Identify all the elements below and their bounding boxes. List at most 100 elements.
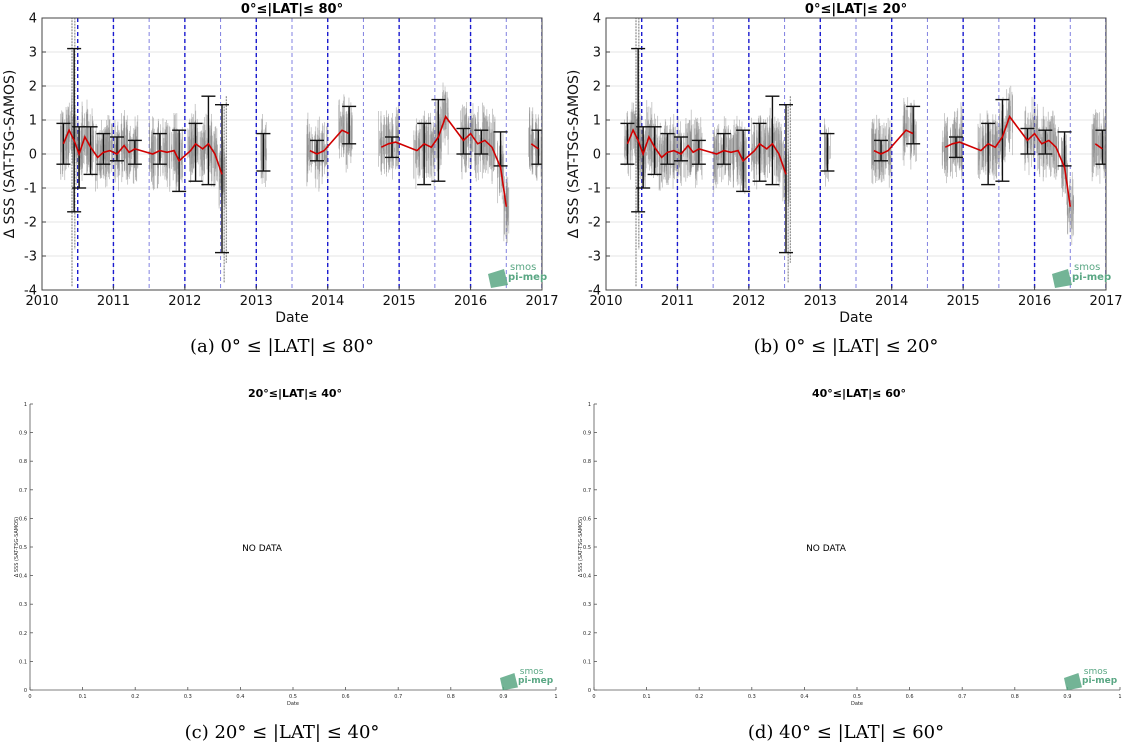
x-tick-label: 2011	[97, 294, 130, 309]
x-axis-label: Date	[851, 701, 863, 707]
logo-text-2: pi-mep	[508, 272, 547, 283]
y-tick-label: 1	[593, 114, 601, 129]
x-tick-label: 0.5	[853, 694, 861, 700]
x-tick-label: 0.5	[289, 694, 297, 700]
x-tick-label: 2015	[947, 294, 980, 309]
no-data-label: NO DATA	[242, 544, 283, 554]
y-tick-label: 0	[24, 688, 27, 694]
chart-c: 0 0.1 0.2 0.3 0.4 0.5 0.6 0.7 0.8 0.9 1 0 0.1 0.2 0.3 0…	[14, 387, 558, 707]
y-tick-label: -2	[24, 216, 37, 231]
y-tick-label: 1	[588, 402, 591, 408]
x-tick-label: 2017	[525, 294, 558, 309]
y-tick-label: -4	[24, 284, 37, 299]
logo-shape	[1064, 673, 1082, 691]
x-tick-label: 0.6	[906, 694, 914, 700]
x-tick-label: 0.9	[499, 694, 507, 700]
panel-b: -4 -3 -2 -1 0 1 2 3 4 2010 2011 2012 2013 2014 2015 201…	[564, 0, 1128, 378]
x-tick-label: 0.8	[1011, 694, 1019, 700]
x-tick-label: 0	[592, 694, 595, 700]
chart-title: 20°≤|LAT|≤ 40°	[248, 387, 342, 400]
x-tick-label: 2013	[804, 294, 837, 309]
y-tick-label: 4	[29, 12, 37, 27]
y-axis-label: Δ SSS (SAT-TSG-SAMOS)	[2, 70, 18, 239]
y-tick-label: -4	[588, 284, 601, 299]
mean-line	[62, 114, 539, 207]
y-tick-label: -3	[24, 250, 37, 265]
logo-text-2: pi-mep	[518, 676, 554, 686]
y-tick-label: 0.7	[583, 488, 591, 494]
panel-c: 0 0.1 0.2 0.3 0.4 0.5 0.6 0.7 0.8 0.9 1 0 0.1 0.2 0.3 0…	[0, 378, 564, 756]
chart-title: 40°≤|LAT|≤ 60°	[812, 387, 906, 400]
x-tick-label: 2014	[311, 294, 344, 309]
x-tick-label: 2016	[454, 294, 487, 309]
y-tick-label: 0.2	[19, 631, 27, 637]
logo-text-1: smos	[520, 667, 544, 677]
x-tick-label: 0.7	[958, 694, 966, 700]
x-tick-label: 0.4	[800, 694, 808, 700]
y-tick-label: 0.3	[583, 602, 591, 608]
plot-content	[620, 18, 1106, 290]
x-tick-label: 2012	[732, 294, 765, 309]
x-axis-label: Date	[287, 701, 299, 707]
y-tick-label: 0.4	[19, 574, 27, 580]
caption-b: (b) 0° ≤ |LAT| ≤ 20°	[753, 336, 939, 357]
x-tick-label: 2012	[168, 294, 201, 309]
y-tick-label: 0.3	[19, 602, 27, 608]
y-tick-label: 0.9	[19, 431, 27, 437]
y-tick-label: 1	[29, 114, 37, 129]
x-tick-label: 2010	[589, 294, 622, 309]
x-tick-label: 0.1	[643, 694, 651, 700]
caption-c: (c) 20° ≤ |LAT| ≤ 40°	[184, 722, 380, 743]
chart-a: -4 -3 -2 -1 0 1 2 3 4 2010 2011 2012 2013 2014 2015 201…	[2, 2, 559, 326]
y-tick-label: 0.2	[583, 631, 591, 637]
x-tick-label: 0.6	[342, 694, 350, 700]
y-tick-label: 0.7	[19, 488, 27, 494]
y-tick-label: -1	[24, 182, 37, 197]
logo-text-1: smos	[510, 262, 536, 273]
y-tick-label: 0	[588, 688, 591, 694]
y-tick-label: 3	[29, 46, 37, 61]
x-tick-label: 2014	[875, 294, 908, 309]
y-tick-label: 0.9	[583, 431, 591, 437]
x-tick-label: 1	[1118, 694, 1121, 700]
x-axis-label: Date	[275, 310, 308, 326]
y-axis-label: Δ SSS (SAT-TSG-SAMOS)	[566, 70, 582, 239]
y-tick-label: 0.5	[19, 545, 27, 551]
y-tick-label: 0.6	[583, 516, 591, 522]
x-tick-label: 0.2	[695, 694, 703, 700]
logo-text-1: smos	[1084, 667, 1108, 677]
y-tick-label: 0.8	[583, 459, 591, 465]
panel-d: 0 0.1 0.2 0.3 0.4 0.5 0.6 0.7 0.8 0.9 1 0 0.1 0.2 0.3 0…	[564, 378, 1128, 756]
x-tick-label: 0	[28, 694, 31, 700]
x-tick-label: 2015	[383, 294, 416, 309]
x-tick-label: 0.9	[1063, 694, 1071, 700]
panel-a: -4 -3 -2 -1 0 1 2 3 4 2010 2011 2012 2013 2014 2015 201…	[0, 0, 564, 378]
y-tick-label: 0.5	[583, 545, 591, 551]
chart-b: -4 -3 -2 -1 0 1 2 3 4 2010 2011 2012 2013 2014 2015 201…	[566, 2, 1123, 326]
chart-title: 0°≤|LAT|≤ 80°	[241, 2, 343, 17]
x-tick-label: 2013	[240, 294, 273, 309]
x-tick-label: 0.8	[447, 694, 455, 700]
logo-shape	[500, 673, 518, 691]
x-tick-label: 2010	[25, 294, 58, 309]
x-tick-label: 2011	[661, 294, 694, 309]
y-tick-label: 0	[593, 148, 601, 163]
x-tick-label: 2017	[1089, 294, 1122, 309]
logo-text-2: pi-mep	[1082, 676, 1118, 686]
chart-title: 0°≤|LAT|≤ 20°	[805, 2, 907, 17]
x-axis-label: Date	[839, 310, 872, 326]
logo-shape	[1052, 269, 1072, 288]
x-tick-label: 0.3	[748, 694, 756, 700]
caption-a: (a) 0° ≤ |LAT| ≤ 80°	[189, 336, 374, 357]
y-tick-label: -3	[588, 250, 601, 265]
y-axis-label: Δ SSS (SAT-TSG-SAMOS)	[578, 517, 584, 577]
y-tick-label: 0.4	[583, 574, 591, 580]
x-tick-label: 0.4	[236, 694, 244, 700]
logo-text-1: smos	[1074, 262, 1100, 273]
logo-text-2: pi-mep	[1072, 272, 1111, 283]
x-tick-label: 0.7	[394, 694, 402, 700]
x-tick-label: 1	[554, 694, 557, 700]
